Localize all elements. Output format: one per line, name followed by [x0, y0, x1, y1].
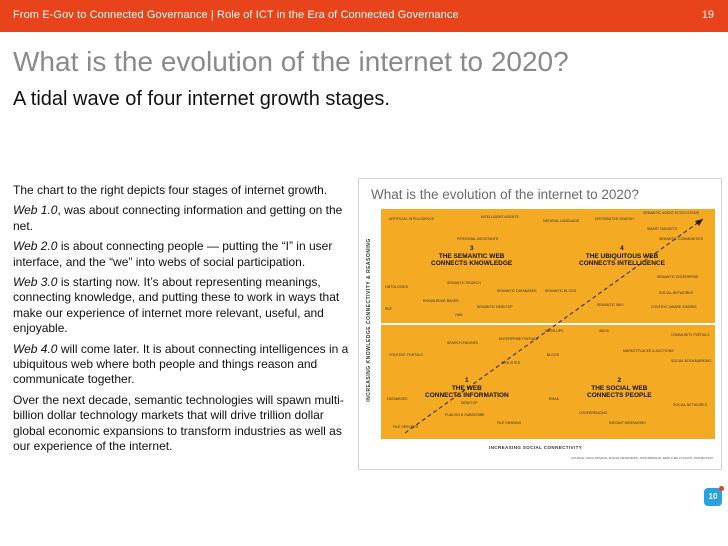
q2-label: 2 THE SOCIAL WEB CONNECTS PEOPLE: [587, 377, 652, 400]
term-content-portals: CONTENT PORTALS: [389, 353, 423, 357]
quadrant-social-web: 2 THE SOCIAL WEB CONNECTS PEOPLE MASH-UP…: [539, 325, 715, 439]
term-file-sharing: FILE SHARING: [497, 421, 522, 425]
term-file-servers: FILE SERVERS: [393, 425, 419, 429]
logo-text: 10: [708, 492, 718, 501]
term-personal-assistants: PERSONAL ASSISTANTS: [457, 237, 499, 241]
q2-subtitle: CONNECTS PEOPLE: [587, 392, 652, 399]
web1-text: , was about connecting information and g…: [13, 203, 343, 233]
term-social-networks: SOCIAL NETWORKS: [673, 403, 707, 407]
q4-label: 4 THE UBIQUITOUS WEB CONNECTS INTELLIGEN…: [579, 245, 665, 268]
term-search-engines: SEARCH ENGINES: [447, 341, 479, 345]
term-semantic-desktop: SEMANTIC DESKTOP: [477, 305, 513, 309]
q4-subtitle: CONNECTS INTELLIGENCE: [579, 260, 665, 267]
term-semantic-search: SEMANTIC SEARCH: [447, 281, 481, 285]
term-semantic-wiki: SEMANTIC WIKI: [597, 303, 624, 307]
web2-text: is about connecting people — putting the…: [13, 239, 333, 269]
quadrant-semantic-web: 3 THE SEMANTIC WEB CONNECTS KNOWLEDGE AR…: [381, 209, 557, 323]
q3-subtitle: CONNECTS KNOWLEDGE: [431, 260, 513, 267]
term-social-networks-top: SOCIAL NETWORKS: [659, 291, 693, 295]
term-knowledge-bases: KNOWLEDGE BASES: [423, 299, 459, 303]
chart-title: What is the evolution of the internet to…: [371, 187, 639, 202]
q1-subtitle: CONNECTS INFORMATION: [425, 392, 509, 399]
term-email: EMAIL: [549, 397, 560, 401]
page-number: 19: [701, 9, 714, 21]
paragraph-web2: Web 2.0 is about connecting people — put…: [13, 239, 355, 270]
term-smart-gadgets: SMART GADGETS: [647, 227, 678, 231]
term-semantic-databases: SEMANTIC DATABASES: [497, 289, 537, 293]
web2-label: Web 2.0: [13, 239, 58, 254]
q4-title: THE UBIQUITOUS WEB: [585, 252, 659, 260]
paragraph-outlook: Over the next decade, semantic technolog…: [13, 392, 344, 454]
diagonal-arrowhead: [695, 219, 703, 226]
q1-number: 1: [465, 377, 469, 384]
header-bar: From E-Gov to Connected Governance | Rol…: [0, 0, 728, 32]
term-semantic-enterprise: SEMANTIC ENTERPRISE: [657, 275, 699, 279]
term-natural-language: NATURAL LANGUAGE: [543, 219, 580, 223]
paragraph-web4: Web 4.0 will come later. It is about con…: [13, 342, 355, 388]
web3-text: is starting now. It’s about representing…: [13, 275, 340, 336]
term-databases: DATABASES: [387, 397, 408, 401]
q3-label: 3 THE SEMANTIC WEB CONNECTS KNOWLEDGE: [431, 245, 512, 268]
paragraph-web1: Web 1.0, was about connecting informatio…: [13, 203, 355, 234]
term-conferencing: CONFERENCING: [579, 411, 608, 415]
web3-label: Web 3.0: [13, 275, 58, 290]
term-instant-messaging: INSTANT MESSAGING: [609, 421, 646, 425]
term-ontologies: ONTOLOGIES: [385, 285, 409, 289]
term-enterprise-portals: ENTERPRISE PORTALS: [499, 337, 539, 341]
term-artificial-intelligence: ARTIFICIAL INTELLIGENCE: [389, 217, 434, 221]
q1-title: THE WEB: [451, 384, 482, 392]
q2-number: 2: [617, 377, 622, 384]
term-intelligent-agents: INTELLIGENT AGENTS: [481, 215, 519, 219]
quadrant-ubiquitous-web: 4 THE UBIQUITOUS WEB CONNECTS INTELLIGEN…: [539, 209, 715, 323]
growth-diagonal: [404, 218, 704, 434]
term-social-bookmarking: SOCIAL BOOKMARKING: [671, 359, 712, 363]
term-semantic-communities: SEMANTIC COMMUNITIES: [659, 237, 703, 241]
breadcrumb: From E-Gov to Connected Governance | Rol…: [13, 9, 459, 21]
page-title: What is the evolution of the internet to…: [13, 46, 569, 77]
paragraph-web3: Web 3.0 is starting now. It’s about repr…: [13, 275, 355, 337]
chart-credit: SOURCE: NOVA SPIVACK, RADAR NETWORKS; JO…: [571, 456, 713, 460]
q1-label: 1 THE WEB CONNECTS INFORMATION: [425, 377, 509, 400]
chart-y-axis: INCREASING KNOWLEDGE CONNECTIVITY & REAS…: [359, 199, 383, 459]
term-desktop: DESKTOP: [461, 401, 478, 405]
q3-number: 3: [469, 245, 474, 252]
term-blogs: BLOGS: [547, 353, 560, 357]
diagonal-line: [404, 218, 704, 434]
logo: 10: [704, 486, 724, 506]
quadrant-web: 1 THE WEB CONNECTS INFORMATION SEARCH EN…: [381, 325, 557, 439]
q2-title: THE SOCIAL WEB: [591, 384, 648, 392]
term-wikis: WIKIS: [599, 329, 609, 333]
web1-label: Web 1.0: [13, 203, 58, 218]
body-text: The chart to the right depicts four stag…: [13, 183, 355, 460]
term-context-aware-shares: CONTEXT-AWARE SHARES: [651, 305, 697, 309]
web4-text: will come later. It is about connecting …: [13, 341, 349, 387]
term-semantic-blogs: SEMANTIC BLOGS: [545, 289, 577, 293]
paragraph-intro: The chart to the right depicts four stag…: [13, 183, 328, 197]
term-rdf: RDF: [385, 307, 393, 311]
term-community-portals: COMMUNITY PORTALS: [671, 333, 710, 337]
term-semantic-agent-ecosystems: SEMANTIC AGENT ECOSYSTEMS: [643, 211, 700, 215]
q4-number: 4: [620, 245, 624, 252]
term-distributed-search: DISTRIBUTED SEARCH: [595, 217, 634, 221]
page-subtitle: A tidal wave of four internet growth sta…: [13, 88, 390, 110]
term-owl: OWL: [455, 313, 463, 317]
term-web-sites: WEB SITES: [501, 361, 521, 365]
term-marketplaces-auctions: MARKETPLACES & AUCTIONS: [623, 349, 674, 353]
q3-title: THE SEMANTIC WEB: [438, 252, 505, 260]
web4-label: Web 4.0: [13, 341, 58, 356]
term-mash-ups: MASH-UPS: [545, 329, 564, 333]
y-axis-label: INCREASING KNOWLEDGE CONNECTIVITY & REAS…: [366, 238, 372, 402]
term-publish-subscribe: PUBLISH & SUBSCRIBE: [445, 413, 485, 417]
x-axis-label: INCREASING SOCIAL CONNECTIVITY: [489, 445, 583, 450]
evolution-chart-image: What is the evolution of the internet to…: [358, 178, 722, 470]
logo-dot: [719, 486, 724, 491]
